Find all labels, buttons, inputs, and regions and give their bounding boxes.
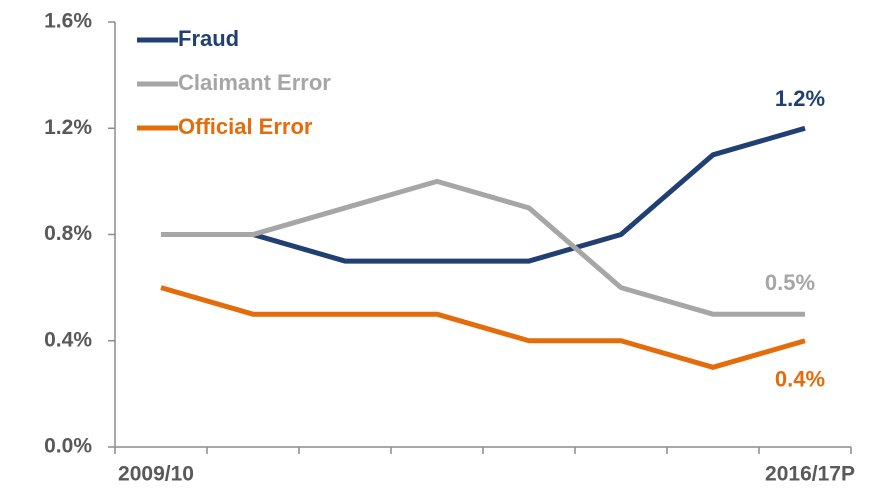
legend-label: Claimant Error xyxy=(178,70,331,95)
series-line xyxy=(161,178,805,317)
y-tick-label: 1.2% xyxy=(44,116,92,139)
data-label: 0.5% xyxy=(765,270,815,295)
legend-label: Official Error xyxy=(178,114,313,139)
series-line xyxy=(160,285,806,370)
x-tick-label: 2009/10 xyxy=(118,463,194,486)
y-tick-label: 0.0% xyxy=(44,435,92,458)
y-tick-label: 0.8% xyxy=(44,222,92,245)
y-tick-label: 1.6% xyxy=(44,10,92,33)
y-tick-label: 0.4% xyxy=(44,328,92,351)
data-label: 1.2% xyxy=(775,86,825,111)
x-tick-label: 2016/17P xyxy=(765,463,855,486)
series-line xyxy=(161,125,806,264)
legend-label: Fraud xyxy=(178,26,239,51)
data-label: 0.4% xyxy=(775,367,825,392)
